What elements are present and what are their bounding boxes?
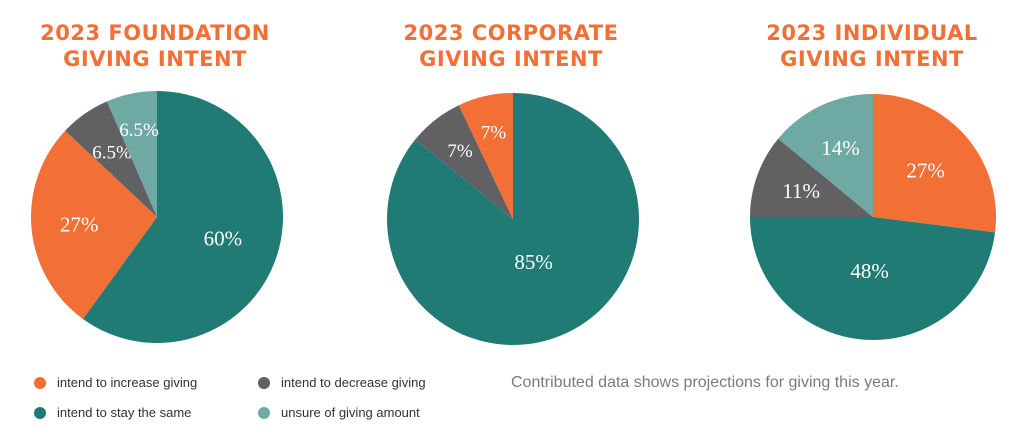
pie-label-same: 48% bbox=[850, 259, 889, 283]
legend-item-unsure: unsure of giving amount bbox=[258, 405, 420, 420]
legend-label-increase: intend to increase giving bbox=[57, 375, 198, 390]
legend-label-decrease: intend to decrease giving bbox=[281, 375, 426, 390]
chart-title-line1: 2023 FOUNDATION bbox=[40, 21, 270, 45]
pie-label-same: 60% bbox=[204, 226, 243, 250]
chart-title-line2: GIVING INTENT bbox=[419, 47, 603, 71]
legend-label-same: intend to stay the same bbox=[57, 405, 192, 420]
pie-slice-decrease bbox=[415, 105, 513, 219]
pie-label-increase: 7% bbox=[481, 123, 507, 144]
footnote: Contributed data shows projections for g… bbox=[511, 374, 899, 391]
pie-slice-decrease bbox=[65, 101, 157, 217]
pie-slice-same bbox=[82, 91, 283, 344]
pie-chart-1: 60% 27% 6.5%6.5% bbox=[30, 91, 283, 344]
pie-label-same: 85% bbox=[514, 250, 553, 274]
legend-item-decrease: intend to decrease giving bbox=[258, 375, 426, 390]
chart-title-line1: 2023 INDIVIDUAL bbox=[766, 21, 978, 45]
legend-item-same: intend to stay the same bbox=[34, 405, 191, 420]
pie-label-decrease: 11% bbox=[782, 179, 820, 203]
pie-slice-decrease bbox=[750, 138, 873, 217]
pie-charts: 60% 27% 6.5%6.5% 85% 7% 7% 27% 48% 11%14% bbox=[30, 91, 997, 345]
pie-label-decrease: 6.5% bbox=[92, 143, 132, 164]
chart-title-line1: 2023 CORPORATE bbox=[403, 21, 619, 45]
pie-chart-3: 27% 48% 11%14% bbox=[750, 94, 997, 341]
legend-swatch-unsure bbox=[258, 406, 270, 419]
chart-title-individual: 2023 INDIVIDUAL GIVING INTENT bbox=[722, 20, 1022, 72]
legend-item-increase: intend to increase giving bbox=[34, 375, 197, 390]
legend-swatch-increase bbox=[34, 376, 46, 389]
chart-title-foundation: 2023 FOUNDATION GIVING INTENT bbox=[5, 20, 305, 72]
legend-swatch-decrease bbox=[258, 376, 270, 389]
chart-title-line2: GIVING INTENT bbox=[63, 47, 247, 71]
pie-label-increase: 27% bbox=[906, 159, 945, 183]
chart-title-corporate: 2023 CORPORATE GIVING INTENT bbox=[361, 20, 661, 72]
pie-label-unsure: 6.5% bbox=[119, 120, 159, 141]
pie-slice-increase bbox=[30, 130, 158, 319]
pie-slice-unsure bbox=[778, 94, 873, 217]
pie-slice-increase bbox=[458, 93, 513, 219]
pie-label-unsure: 14% bbox=[821, 136, 860, 160]
pie-chart-2: 85% 7% 7% bbox=[387, 93, 640, 345]
pie-label-increase: 27% bbox=[60, 212, 99, 236]
legend-swatch-same bbox=[34, 406, 46, 419]
pie-label-decrease: 7% bbox=[447, 141, 473, 162]
chart-title-line2: GIVING INTENT bbox=[780, 47, 964, 71]
legend-label-unsure: unsure of giving amount bbox=[281, 405, 420, 420]
pie-slice-same bbox=[750, 217, 996, 341]
pie-slice-same bbox=[387, 93, 640, 345]
pie-slice-increase bbox=[873, 94, 997, 233]
pie-slice-unsure bbox=[106, 91, 157, 217]
